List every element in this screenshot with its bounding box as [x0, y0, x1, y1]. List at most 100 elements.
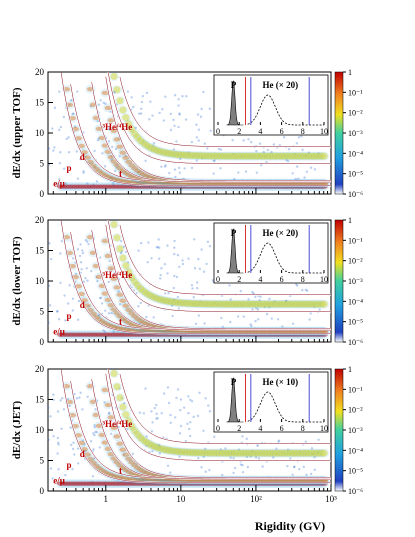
heat-cell: [137, 305, 139, 307]
heat-cell: [317, 439, 319, 441]
heat-cell: [179, 432, 181, 434]
heat-cell: [59, 162, 61, 164]
heat-cell: [150, 410, 152, 412]
heat-cell: [204, 143, 206, 145]
heat-cell: [296, 142, 298, 144]
heat-cell: [109, 369, 119, 378]
heat-cell: [54, 107, 56, 109]
heat-cell: [306, 171, 308, 173]
heat-cell: [160, 267, 162, 269]
inset-x-tick-label: 4: [258, 275, 262, 284]
heat-cell: [47, 321, 49, 323]
heat-cell: [203, 271, 205, 273]
heat-cell: [170, 129, 172, 131]
band-label-triton: t: [119, 465, 122, 475]
inset-x-tick-label: 4: [258, 127, 262, 136]
panel-1: e/μpdt³He/⁴He05101520dE/dx (upper TOF)11…: [11, 67, 363, 199]
y-tick-label: 20: [35, 67, 45, 77]
inset-x-tick-label: 2: [237, 275, 241, 284]
band-label-deuteron: d: [80, 152, 85, 162]
heat-cell: [109, 220, 119, 229]
y-tick-label: 15: [35, 246, 45, 256]
x-axis-label: Rigidity (GV): [255, 519, 325, 533]
heat-cell: [286, 465, 288, 467]
heat-cell: [51, 127, 53, 129]
y-tick-label: 10: [35, 425, 45, 435]
heat-cell: [196, 281, 198, 283]
heat-cell: [57, 443, 59, 445]
heat-cell: [99, 446, 101, 448]
colorbar-tick-label: 10⁻⁴: [348, 297, 363, 306]
heat-cell: [268, 298, 270, 300]
heat-cell: [308, 318, 310, 320]
heat-cell: [47, 407, 49, 409]
heat-cell: [80, 261, 82, 263]
heat-cell: [61, 240, 63, 242]
heat-cell: [319, 449, 329, 458]
colorbar-tick-label: 10⁻⁵: [348, 467, 363, 476]
inset-p-label: P: [231, 377, 237, 387]
heat-cell: [289, 457, 291, 459]
heat-cell: [173, 287, 175, 289]
heat-cell: [198, 392, 200, 394]
heat-cell: [132, 453, 134, 455]
heat-cell: [242, 471, 244, 473]
heat-cell: [160, 165, 162, 167]
heat-cell: [246, 438, 248, 440]
heat-cell: [213, 436, 215, 438]
heat-cell: [180, 425, 182, 427]
heat-cell: [242, 139, 244, 141]
colorbar-tick-label: 10⁻²: [348, 109, 363, 118]
heat-cell: [195, 124, 197, 126]
y-tick-label: 10: [35, 276, 45, 286]
heat-cell: [166, 244, 168, 246]
heat-cell: [228, 284, 230, 286]
colorbar-tick-label: 1: [348, 365, 352, 374]
heat-cell: [177, 126, 179, 128]
heat-cell: [110, 433, 112, 435]
band-label-helium: ³He/⁴He: [102, 270, 132, 280]
heat-cell: [205, 263, 207, 265]
heat-cell: [151, 114, 153, 116]
heat-cell: [57, 437, 59, 439]
heat-cell: [72, 257, 74, 259]
heat-cell: [241, 464, 243, 466]
heat-cell: [159, 274, 161, 276]
heat-cell: [200, 248, 202, 250]
y-tick-label: 5: [40, 159, 45, 169]
heat-cell: [159, 277, 161, 279]
heat-cell: [112, 382, 122, 391]
heat-cell: [177, 104, 179, 106]
heat-cell: [288, 148, 290, 150]
heat-cell: [198, 139, 200, 141]
inset-he-label: He (× 20): [263, 80, 299, 90]
inset: P He (× 20)0 2 4 6 8 10: [214, 75, 328, 136]
heat-cell: [84, 277, 86, 279]
heat-cell: [245, 170, 247, 172]
heat-cell: [115, 96, 125, 105]
panel-3: e/μpdt³He/⁴He05101520dE/dx (JET)1 10 10² 10…: [11, 364, 363, 504]
heat-cell: [151, 421, 153, 423]
heat-cell: [186, 423, 188, 425]
heat-cell: [68, 284, 70, 286]
heat-cell: [154, 407, 156, 409]
heat-cell: [200, 108, 202, 110]
heat-cell: [77, 318, 79, 320]
heat-cell: [53, 146, 55, 148]
heat-cell: [195, 323, 197, 325]
colorbar-tick-label: 1: [348, 216, 352, 225]
heat-cell: [79, 243, 81, 245]
heat-cell: [140, 302, 142, 304]
heat-cell: [193, 238, 195, 240]
heat-cell: [79, 255, 81, 257]
heat-cell: [234, 467, 236, 469]
inset-x-tick-label: 0: [216, 127, 220, 136]
heat-cell: [198, 314, 200, 316]
heat-cell: [303, 466, 305, 468]
heat-cell: [94, 408, 96, 410]
heat-cell: [218, 148, 220, 150]
colorbar-tick-label: 10⁻⁶: [348, 338, 363, 347]
heat-cell: [145, 316, 147, 318]
heat-cell: [177, 388, 179, 390]
